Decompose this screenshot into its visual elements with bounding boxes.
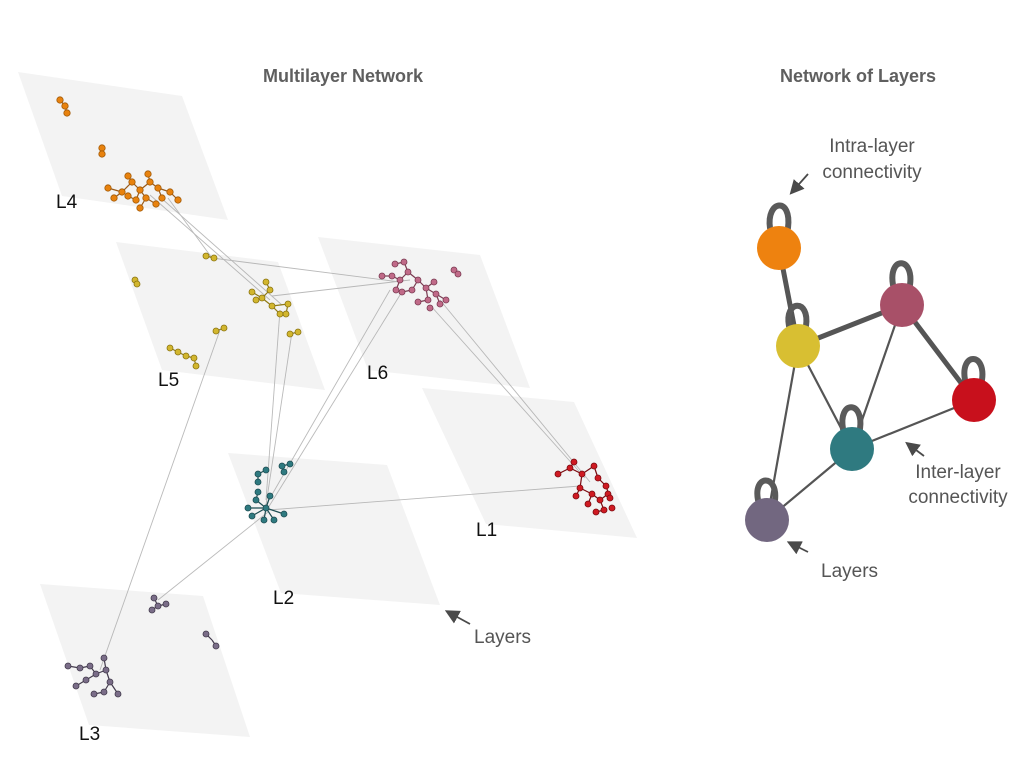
arrow-icon xyxy=(444,610,471,625)
layer-label-L6: L6 xyxy=(367,363,388,384)
inter-layer-link xyxy=(149,194,271,301)
edge-L5-L3 xyxy=(765,344,800,522)
layer-node-L3 xyxy=(745,498,789,542)
inter-layer-link xyxy=(267,294,401,509)
self-loop-L3 xyxy=(754,477,779,503)
intra-layer-annotation: Intra-layer connectivity xyxy=(789,136,922,195)
inter-layer-link xyxy=(271,279,411,297)
layer-plane-L1 xyxy=(422,388,637,538)
layer-plane-L2 xyxy=(228,453,440,605)
cluster-L3-nodes xyxy=(64,594,220,698)
layer-label-L1: L1 xyxy=(476,520,497,541)
multilayer-network-panel: L4 L5 L6 L1 L2 L3 Layers Multilayer Netw… xyxy=(18,66,637,745)
inter-layer-link xyxy=(211,257,401,283)
layer-label-L2: L2 xyxy=(273,588,294,609)
inter-layer-link xyxy=(439,299,591,483)
cluster-L6-nodes xyxy=(378,258,462,312)
left-layers-annotation: Layers xyxy=(444,610,531,648)
intra-layer-label-line2: connectivity xyxy=(822,162,922,183)
layer-node-L4 xyxy=(757,226,801,270)
inter-layer-link xyxy=(265,289,391,506)
layer-labels: L4 L5 L6 L1 L2 L3 xyxy=(56,192,497,745)
cluster-L4 xyxy=(56,96,182,212)
cluster-L2-nodes xyxy=(244,460,294,524)
self-loop-L2 xyxy=(839,404,864,432)
right-layers-annotation: Layers xyxy=(786,541,878,582)
left-layers-label: Layers xyxy=(474,627,531,648)
layer-label-L3: L3 xyxy=(79,724,100,745)
right-panel-title: Network of Layers xyxy=(780,66,936,86)
right-layers-label: Layers xyxy=(821,561,878,582)
layer-label-L5: L5 xyxy=(158,370,179,391)
layer-graph-nodes xyxy=(745,226,996,542)
inter-layer-link xyxy=(167,197,213,259)
inter-layer-label-line1: Inter-layer xyxy=(915,462,1001,483)
layer-plane-L4 xyxy=(18,72,228,220)
cluster-L1 xyxy=(554,458,616,516)
layer-node-L6 xyxy=(880,283,924,327)
arrow-icon xyxy=(905,441,925,457)
inter-layer-link xyxy=(157,511,269,601)
cluster-L5-nodes xyxy=(131,252,302,370)
layer-node-L1 xyxy=(952,378,996,422)
intra-layer-label-line1: Intra-layer xyxy=(829,136,915,157)
self-loop-L6 xyxy=(889,260,914,288)
inter-layer-annotation: Inter-layer connectivity xyxy=(905,441,1008,508)
network-of-layers-panel: Network of Layers xyxy=(745,66,1008,582)
cluster-L5 xyxy=(131,252,302,370)
self-loops xyxy=(754,202,986,503)
layer-planes xyxy=(18,72,637,737)
layer-plane-L3 xyxy=(40,584,250,737)
inter-layer-label-line2: connectivity xyxy=(908,487,1008,508)
self-loop-L4 xyxy=(766,202,792,231)
inter-layer-link xyxy=(429,304,586,479)
layer-label-L4: L4 xyxy=(56,192,78,213)
self-loop-L5 xyxy=(785,302,810,329)
arrow-icon xyxy=(789,173,809,195)
cluster-L6 xyxy=(378,258,462,312)
inter-layer-link xyxy=(267,485,581,511)
left-panel-title: Multilayer Network xyxy=(263,66,424,86)
inter-layer-link xyxy=(99,329,221,671)
layer-plane-L6 xyxy=(318,237,530,388)
cluster-L4-nodes xyxy=(56,96,182,212)
cluster-L1-nodes xyxy=(554,458,616,516)
cluster-L3 xyxy=(64,594,220,698)
cluster-L2 xyxy=(244,460,294,524)
layer-node-L5 xyxy=(776,324,820,368)
inter-layer-link xyxy=(265,331,293,506)
layer-node-L2 xyxy=(830,427,874,471)
arrow-icon xyxy=(786,541,809,555)
self-loop-L1 xyxy=(961,356,986,383)
layer-plane-L5 xyxy=(116,242,325,390)
inter-layer-links xyxy=(99,194,591,671)
